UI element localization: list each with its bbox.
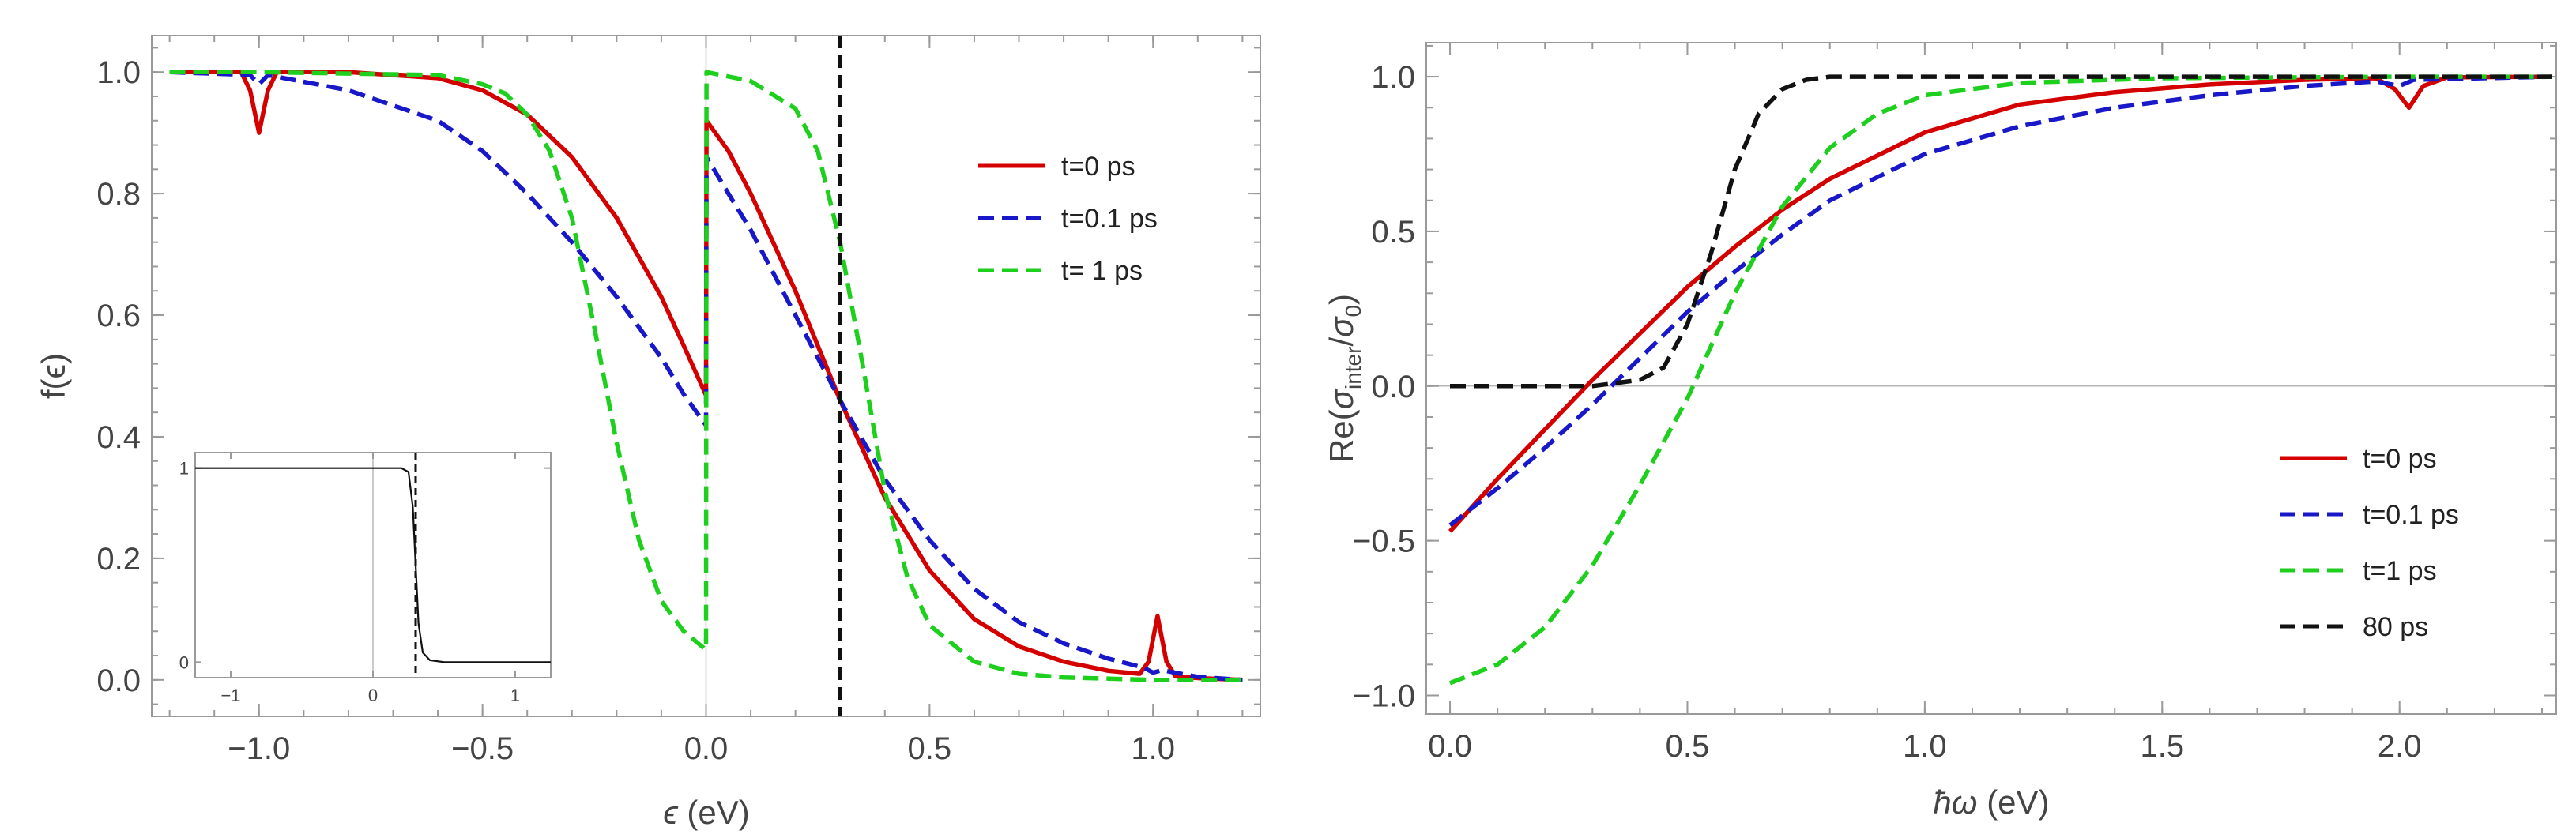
inset-x-tick-label: −1 bbox=[220, 686, 240, 705]
right-legend: t=0 ps t=0.1 ps t=1 ps 80 ps bbox=[2280, 444, 2459, 642]
left-y-tick-label: 0.4 bbox=[96, 420, 141, 455]
right-y-label-sigma: σ bbox=[1323, 388, 1360, 409]
left-y-tick-label: 0.0 bbox=[96, 663, 141, 698]
inset-x-tick-label: 0 bbox=[368, 686, 378, 705]
right-x-axis-unit: (eV) bbox=[1978, 784, 2050, 821]
right-y-label-suffix: ) bbox=[1323, 294, 1360, 305]
right-y-tick-label: −0.5 bbox=[1353, 524, 1415, 559]
right-x-tick-label: 0.0 bbox=[1428, 729, 1472, 764]
right-series-0 bbox=[1448, 74, 2552, 533]
right-y-label-prefix: Re( bbox=[1323, 409, 1360, 463]
right-legend-label-1: t=0.1 ps bbox=[2363, 500, 2459, 530]
right-legend-label-0: t=0 ps bbox=[2363, 444, 2437, 474]
right-series-1 bbox=[1448, 74, 2552, 528]
left-chart: −1.0 −0.5 0.0 0.5 1.0 0.00.20.40.60.81.0 −1 0… bbox=[35, 35, 1261, 831]
left-x-axis-unit: (eV) bbox=[678, 794, 750, 831]
right-plot-frame bbox=[1425, 42, 2557, 715]
left-series-1 bbox=[169, 70, 1243, 682]
left-legend: t=0 ps t=0.1 ps t= 1 ps bbox=[978, 152, 1158, 286]
left-y-tick-label: 0.2 bbox=[96, 542, 141, 577]
right-legend-label-3: 80 ps bbox=[2363, 612, 2428, 642]
right-y-tick-label: 0.0 bbox=[1371, 370, 1415, 404]
right-x-axis-symbol: ħω bbox=[1933, 784, 1977, 821]
left-series bbox=[169, 70, 1243, 682]
right-y-label-sub2: 0 bbox=[1341, 305, 1365, 318]
right-y-tick-label: 1.0 bbox=[1371, 60, 1415, 95]
left-y-ticks: 0.0 0.2 0.4 0.6 0.8 1.0 bbox=[96, 47, 1260, 705]
left-x-tick-label: −1.0 bbox=[228, 731, 290, 766]
left-series-2 bbox=[169, 70, 1243, 682]
right-series bbox=[1448, 74, 2552, 686]
inset-x-tick-label: 1 bbox=[510, 686, 520, 705]
left-x-axis-symbol: ϵ bbox=[663, 794, 679, 831]
inset-chart: −1 0 1 0 1 bbox=[179, 452, 552, 705]
left-y-tick-label: 0.6 bbox=[96, 299, 141, 333]
left-x-tick-label: −0.5 bbox=[451, 731, 514, 766]
left-legend-label-2: t= 1 ps bbox=[1061, 256, 1143, 286]
right-y-ticks: −1.0 −0.5 0.0 0.5 1.0 bbox=[1353, 44, 2556, 713]
right-y-label-slash: / bbox=[1323, 337, 1360, 347]
left-x-tick-label: 1.0 bbox=[1131, 731, 1175, 766]
left-x-axis-label: ϵ (eV) bbox=[663, 794, 750, 831]
right-x-tick-label: 0.5 bbox=[1666, 729, 1710, 764]
right-x-tick-label: 2.0 bbox=[2378, 729, 2422, 764]
left-legend-label-1: t=0.1 ps bbox=[1061, 204, 1158, 234]
left-legend-label-0: t=0 ps bbox=[1061, 152, 1135, 182]
right-series-2 bbox=[1448, 74, 2552, 686]
left-x-ticks: −1.0 −0.5 0.0 0.5 1.0 bbox=[168, 36, 1244, 766]
right-x-ticks: 0.0 0.5 1.0 1.5 2.0 bbox=[1428, 43, 2543, 764]
inset-x-ticks: −1 0 1 bbox=[220, 453, 520, 705]
left-y-tick-label: 0.8 bbox=[96, 177, 141, 212]
right-chart: 0.0 0.5 1.0 1.5 2.0 −1.0 −0.5 0.0 0.5 1.0 t=0 ps… bbox=[1323, 42, 2557, 821]
right-series-3 bbox=[1450, 74, 2552, 389]
right-y-axis-label: Re(σinter/σ0) bbox=[1323, 294, 1365, 463]
inset-y-tick-label: 0 bbox=[179, 652, 189, 672]
right-x-tick-label: 1.0 bbox=[1903, 729, 1947, 764]
right-y-tick-label: −1.0 bbox=[1353, 678, 1415, 713]
inset-y-tick-label: 1 bbox=[179, 459, 189, 479]
left-x-tick-label: 0.5 bbox=[908, 731, 952, 766]
inset-series-0 bbox=[195, 467, 551, 663]
left-x-tick-label: 0.0 bbox=[684, 731, 729, 766]
right-x-axis-label: ħω (eV) bbox=[1933, 784, 2049, 821]
right-y-label-sigma2: σ bbox=[1323, 316, 1360, 337]
left-y-tick-label: 1.0 bbox=[96, 55, 141, 90]
right-y-tick-label: 0.5 bbox=[1371, 215, 1415, 250]
right-legend-label-2: t=1 ps bbox=[2363, 556, 2437, 586]
right-x-tick-label: 1.5 bbox=[2140, 729, 2184, 764]
left-y-axis-label: f(ϵ) bbox=[35, 353, 72, 399]
inset-series bbox=[195, 467, 551, 663]
right-y-label-sub: inter bbox=[1341, 347, 1365, 389]
